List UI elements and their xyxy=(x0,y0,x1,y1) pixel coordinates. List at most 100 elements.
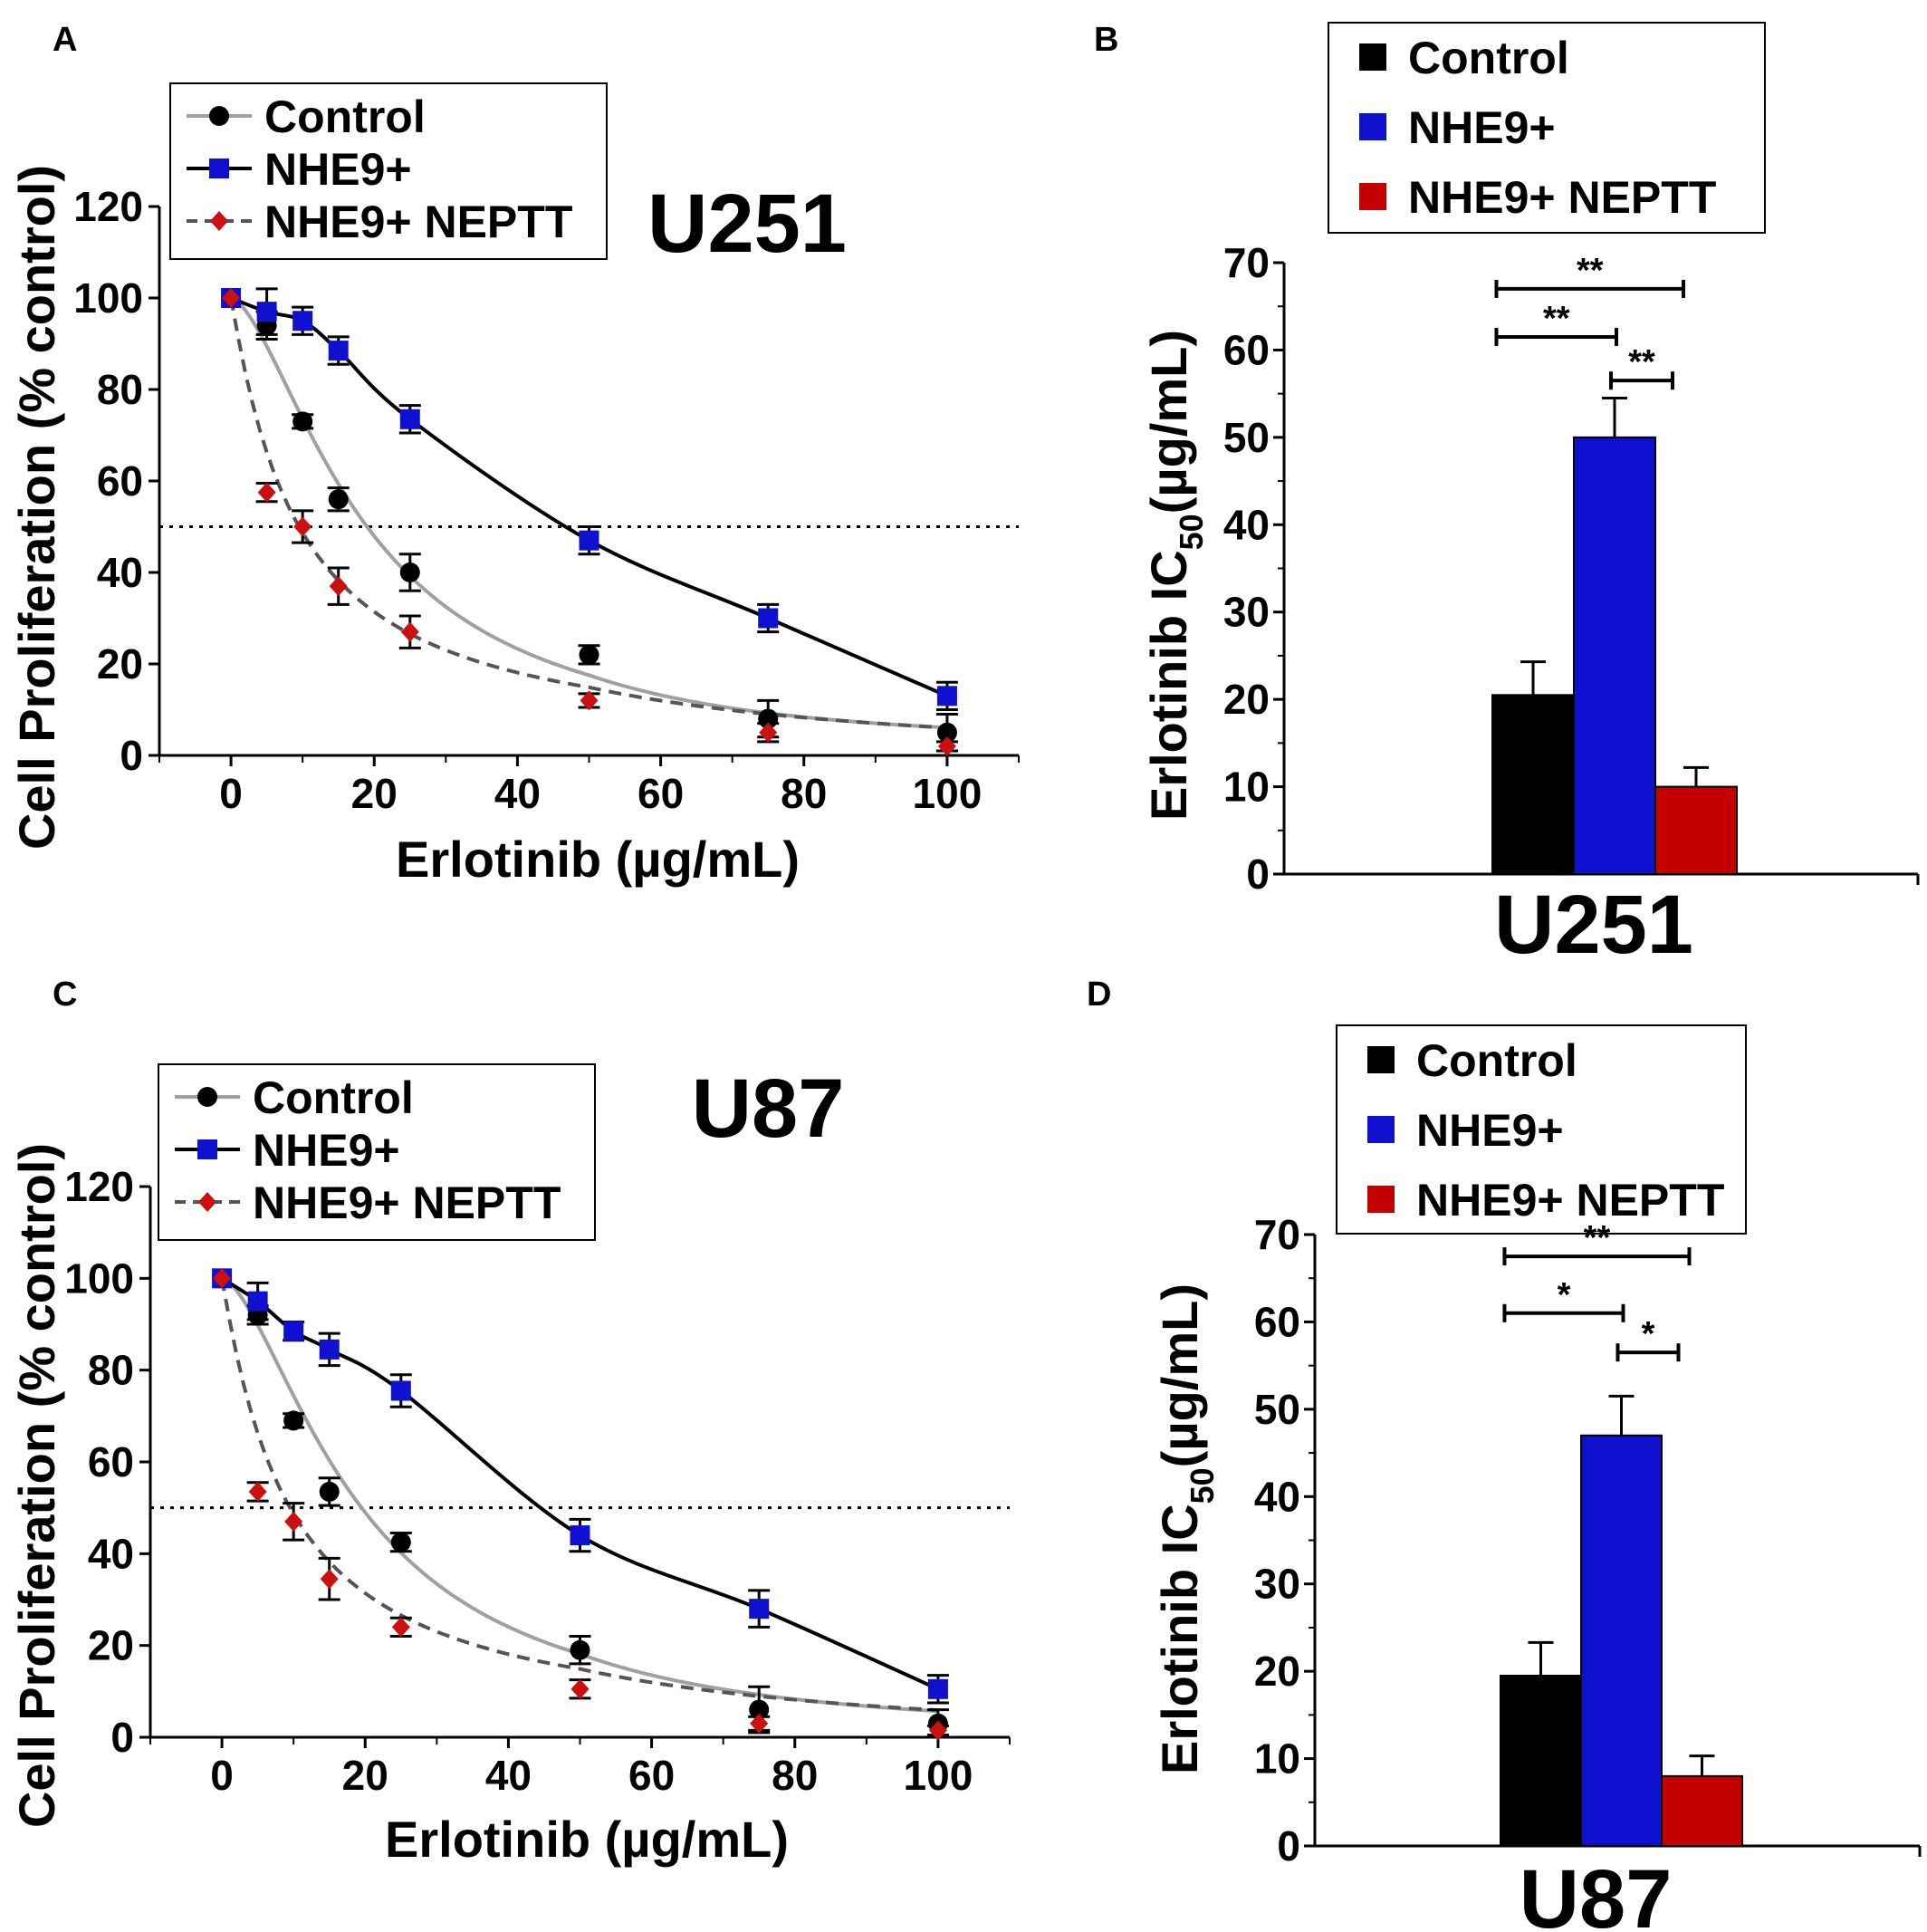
series-2-point xyxy=(329,576,348,597)
legend-entry: Control xyxy=(1408,33,1569,83)
y-tick-label: 40 xyxy=(1223,501,1270,548)
panel-b-xlabel: U251 xyxy=(1494,879,1693,971)
x-tick-label: 80 xyxy=(781,770,827,817)
series-1-point xyxy=(936,686,957,706)
series-2-point xyxy=(750,1713,769,1734)
panel-d-ylabel: Erlotinib IC50(µg/mL) xyxy=(1151,1283,1221,1774)
legend-entry: NHE9+ NEPTT xyxy=(1416,1175,1724,1226)
legend-box xyxy=(1328,22,1766,234)
y-tick-label: 50 xyxy=(1223,414,1270,461)
panel-a: A U251 0 20 40 60 80 100 120 0 20 40 60 80 100 Erlot… xyxy=(8,21,1020,888)
series-1-point xyxy=(283,1321,304,1341)
legend-entry: NHE9+ xyxy=(264,144,412,195)
series-2-point xyxy=(928,1720,947,1741)
y-tick-label: 40 xyxy=(97,549,143,596)
panel-a-letter: A xyxy=(53,21,77,59)
significance-label: ** xyxy=(1577,252,1604,290)
series-1-point xyxy=(758,608,779,629)
panel-c-title: U87 xyxy=(692,1062,845,1155)
panel-b-ylabel-main: Erlotinib IC xyxy=(1140,550,1197,821)
y-tick-label: 120 xyxy=(73,183,143,230)
series-0-point xyxy=(390,1532,411,1552)
series-1-point xyxy=(247,1291,268,1312)
legend-marker xyxy=(209,159,229,178)
series-2-point xyxy=(320,1569,339,1590)
panel-b-legend: Control NHE9+ NHE9+ NEPTT xyxy=(1328,22,1766,234)
legend-entry: Control xyxy=(264,91,426,142)
series-2-point xyxy=(222,288,241,308)
series-2-point xyxy=(759,722,778,743)
series-2-point xyxy=(400,621,419,642)
legend-swatch xyxy=(1367,1116,1395,1143)
series-1-point xyxy=(319,1339,340,1360)
panel-d-ylabel-main: Erlotinib IC xyxy=(1151,1504,1208,1774)
series-2-curve xyxy=(220,1277,939,1713)
panel-c-xlabel: Erlotinib (µg/mL) xyxy=(385,1811,789,1868)
series-2-point xyxy=(213,1268,232,1289)
legend-entry: NHE9+ NEPTT xyxy=(1408,172,1716,223)
significance-label: * xyxy=(1642,1315,1655,1353)
legend-entry: NHE9+ xyxy=(253,1125,400,1176)
panel-a-title: U251 xyxy=(647,178,847,270)
series-1-point xyxy=(927,1678,948,1699)
series-2-point xyxy=(391,1617,410,1638)
panel-d-xlabel: U87 xyxy=(1520,1853,1673,1932)
y-tick-label: 20 xyxy=(88,1622,134,1669)
panel-c-ylabel: Cell Proliferation (% control) xyxy=(8,1143,65,1828)
y-tick-label: 30 xyxy=(1254,1561,1300,1608)
panel-b-ylabel-tail: (µg/mL) xyxy=(1140,330,1197,514)
series-2-point xyxy=(284,1511,303,1532)
x-tick-label: 20 xyxy=(351,770,398,817)
significance-label: * xyxy=(1558,1276,1571,1314)
y-tick-label: 120 xyxy=(64,1163,134,1210)
significance-label: ** xyxy=(1543,300,1570,338)
panel-c-letter: C xyxy=(53,976,77,1014)
x-tick-label: 20 xyxy=(342,1752,388,1799)
panel-d-ylabel-sub: 50 xyxy=(1184,1467,1221,1504)
series-1-point xyxy=(328,341,349,361)
series-0-point xyxy=(319,1481,340,1502)
panel-d: D Control NHE9+ NHE9+ NEPTT 0 10 20 30 40 50 60 7… xyxy=(1087,976,1922,1932)
y-tick-label: 50 xyxy=(1254,1386,1300,1433)
x-tick-label: 80 xyxy=(772,1752,818,1799)
panel-c: C U87 0 20 40 60 80 100 120 0 20 40 60 80 100 Erloti… xyxy=(8,976,1011,1868)
y-tick-label: 20 xyxy=(1223,676,1270,723)
legend-box xyxy=(1336,1024,1747,1235)
panel-c-plot: 0 20 40 60 80 100 120 0 20 40 60 80 100 xyxy=(64,1163,1011,1799)
x-tick-label: 0 xyxy=(210,1752,234,1799)
panel-b-ylabel: Erlotinib IC50(µg/mL) xyxy=(1140,330,1210,821)
panel-d-legend: Control NHE9+ NHE9+ NEPTT xyxy=(1336,1024,1747,1235)
y-tick-label: 20 xyxy=(1254,1648,1300,1695)
series-0-point xyxy=(936,722,957,743)
series-0-point xyxy=(579,644,599,665)
y-tick-label: 0 xyxy=(1246,851,1270,898)
y-tick-label: 100 xyxy=(73,274,143,322)
bar-nhe9- xyxy=(1573,436,1656,875)
panel-b: B Control NHE9+ NHE9+ NEPTT 0 10 20 30 40 50 60 7… xyxy=(1094,21,1920,971)
legend-box xyxy=(158,1063,596,1241)
y-tick-label: 70 xyxy=(1223,239,1270,286)
y-tick-label: 10 xyxy=(1254,1735,1300,1783)
y-tick-label: 60 xyxy=(88,1438,134,1485)
legend-swatch xyxy=(1367,1046,1395,1073)
series-1-point xyxy=(390,1380,411,1401)
x-tick-label: 0 xyxy=(219,770,243,817)
y-tick-label: 10 xyxy=(1223,764,1270,811)
x-tick-label: 40 xyxy=(485,1752,532,1799)
series-0-point xyxy=(283,1410,304,1431)
legend-marker xyxy=(197,1139,217,1159)
x-tick-label: 40 xyxy=(494,770,541,817)
bar-control xyxy=(1491,694,1575,875)
legend-entry: Control xyxy=(253,1072,414,1123)
y-tick-label: 30 xyxy=(1223,589,1270,636)
bar-nhe9-neptt xyxy=(1661,1774,1743,1848)
y-tick-label: 100 xyxy=(64,1254,134,1302)
legend-entry: NHE9+ xyxy=(1408,102,1556,153)
y-tick-label: 60 xyxy=(1254,1298,1300,1345)
y-tick-label: 70 xyxy=(1254,1211,1300,1258)
legend-entry: Control xyxy=(1416,1035,1577,1086)
series-0-point xyxy=(328,489,349,510)
x-tick-label: 100 xyxy=(913,770,983,817)
